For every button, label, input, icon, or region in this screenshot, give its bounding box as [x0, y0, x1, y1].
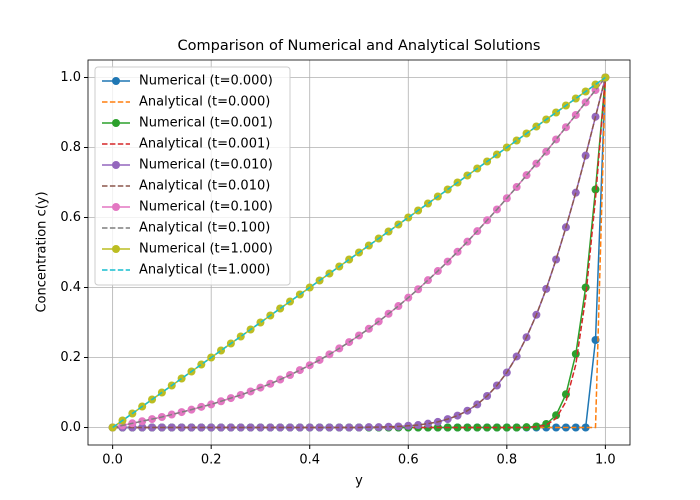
legend-box: [94, 66, 291, 286]
data-point: [542, 284, 551, 293]
chart-title: Comparison of Numerical and Analytical S…: [178, 38, 541, 54]
data-point: [581, 283, 590, 292]
plot-frame: [87, 59, 631, 446]
legend-label: Numerical (t=0.100): [139, 200, 273, 215]
data-point: [552, 411, 561, 420]
data-point: [305, 423, 314, 432]
data-point: [217, 423, 226, 432]
data-point: [345, 423, 354, 432]
legend-label: Numerical (t=0.000): [139, 74, 273, 89]
data-point: [463, 423, 472, 432]
series-line: [112, 77, 607, 429]
legend-label: Analytical (t=0.100): [139, 221, 270, 236]
data-point: [187, 423, 196, 432]
legend-marker: [112, 245, 120, 253]
data-point: [502, 423, 511, 432]
data-point: [138, 417, 147, 426]
y-tick-label: 0.2: [60, 350, 81, 365]
x-axis-label: y: [355, 474, 363, 489]
data-point: [148, 423, 157, 432]
legend-marker: [112, 119, 120, 127]
data-point: [226, 423, 235, 432]
data-point: [266, 423, 275, 432]
x-tick-label: 0.6: [398, 453, 419, 468]
data-point: [236, 390, 245, 399]
legend-label: Analytical (t=0.000): [139, 95, 270, 110]
data-point: [571, 350, 580, 358]
data-point: [256, 423, 265, 432]
data-point: [571, 188, 580, 197]
data-point: [266, 379, 275, 388]
legend-marker: [112, 77, 120, 85]
y-axis-label: Concentration c(y): [35, 191, 50, 312]
legend-label: Numerical (t=0.001): [139, 116, 273, 131]
legend-label: Analytical (t=0.001): [139, 137, 270, 152]
x-tick-label: 0.2: [201, 453, 222, 468]
data-point: [581, 423, 590, 432]
data-point: [453, 411, 462, 420]
data-point: [384, 422, 393, 431]
data-point: [552, 255, 561, 264]
legend-marker: [112, 161, 120, 169]
data-point: [207, 400, 216, 409]
legend-label: Analytical (t=1.000): [139, 263, 270, 278]
series-line: [112, 77, 606, 429]
y-tick-label: 1.0: [60, 70, 81, 85]
y-tick-label: 0.4: [60, 280, 81, 295]
x-tick-label: 0.8: [496, 453, 517, 468]
data-point: [423, 419, 432, 428]
x-tick-label: 1.0: [595, 453, 616, 468]
data-point: [295, 423, 304, 432]
x-tick-label: 0.4: [299, 453, 320, 468]
legend-label: Numerical (t=1.000): [139, 242, 273, 257]
data-point: [138, 423, 147, 432]
legend-label: Numerical (t=0.010): [139, 158, 273, 173]
y-tick-label: 0.0: [60, 420, 81, 435]
x-tick-label: 0.0: [102, 453, 123, 468]
data-point: [295, 366, 304, 375]
legend-marker: [112, 203, 120, 211]
data-point: [177, 423, 186, 432]
series-line: [112, 76, 606, 429]
y-tick-label: 0.8: [60, 140, 81, 155]
y-tick-label: 0.6: [60, 210, 81, 225]
data-point: [177, 408, 186, 417]
legend-label: Analytical (t=0.010): [139, 179, 270, 194]
